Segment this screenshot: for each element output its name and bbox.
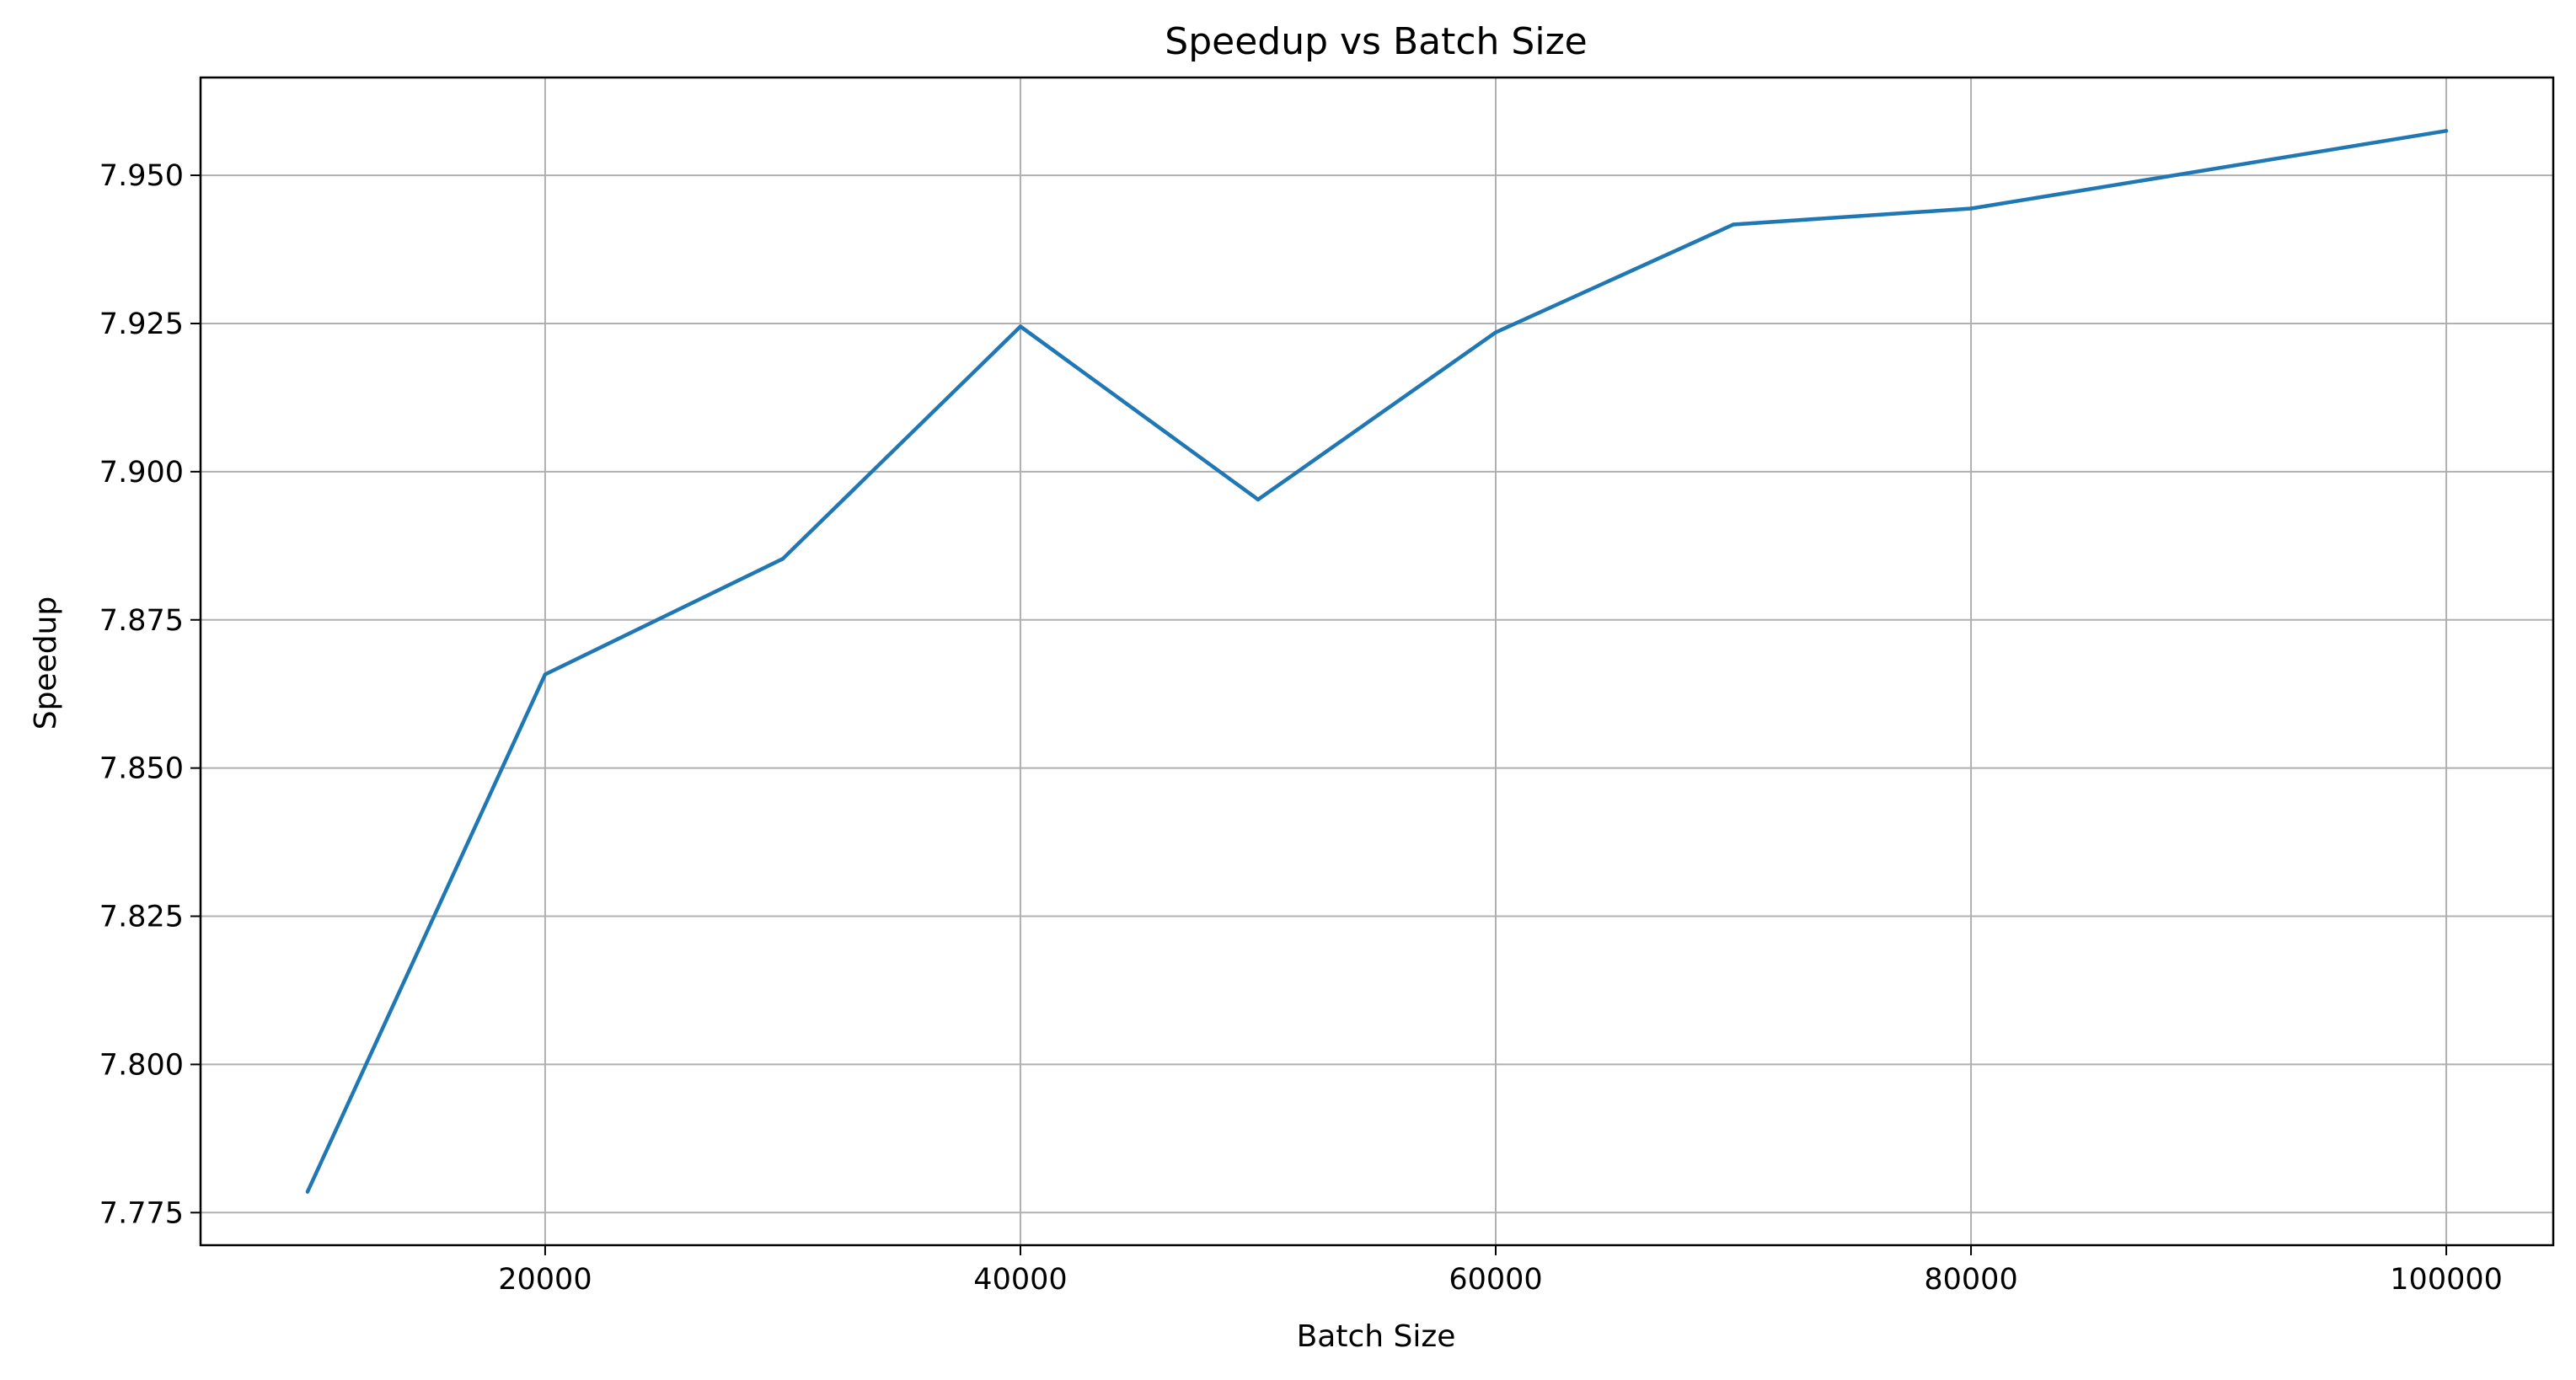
x-tick-label: 40000 bbox=[973, 1263, 1067, 1297]
series-line bbox=[305, 129, 2447, 1193]
plot-frame bbox=[199, 76, 2555, 1247]
data-point bbox=[1493, 330, 1498, 334]
data-point bbox=[1018, 324, 1023, 329]
y-tick-label: 7.950 bbox=[99, 159, 184, 193]
data-point bbox=[780, 557, 785, 561]
x-tick-label: 100000 bbox=[2390, 1263, 2503, 1297]
series-lines bbox=[305, 129, 2449, 1194]
data-point bbox=[1256, 497, 1261, 502]
y-tick-label: 7.850 bbox=[99, 752, 184, 786]
y-axis-label: Speedup bbox=[29, 596, 63, 730]
x-tick-label: 80000 bbox=[1924, 1263, 2017, 1297]
data-point bbox=[2444, 129, 2449, 133]
y-tick-label: 7.925 bbox=[99, 308, 184, 341]
y-tick-label: 7.825 bbox=[99, 901, 184, 934]
axis-ticks: 20000 40000 60000 80000 100000 7.775 7.800 7.82… bbox=[99, 159, 2503, 1297]
x-tick-label: 20000 bbox=[498, 1263, 592, 1297]
data-point bbox=[543, 672, 548, 677]
x-tick-label: 60000 bbox=[1449, 1263, 1542, 1297]
data-point bbox=[1731, 222, 1736, 227]
data-point bbox=[1968, 206, 1974, 211]
y-tick-label: 7.900 bbox=[99, 456, 184, 489]
y-tick-label: 7.800 bbox=[99, 1048, 184, 1082]
y-tick-label: 7.875 bbox=[99, 604, 184, 638]
chart-title: Speedup vs Batch Size bbox=[1165, 20, 1587, 63]
x-axis-label: Batch Size bbox=[1297, 1319, 1456, 1354]
grid-lines bbox=[201, 78, 2553, 1245]
data-point bbox=[305, 1190, 310, 1194]
y-tick-label: 7.775 bbox=[99, 1196, 184, 1230]
